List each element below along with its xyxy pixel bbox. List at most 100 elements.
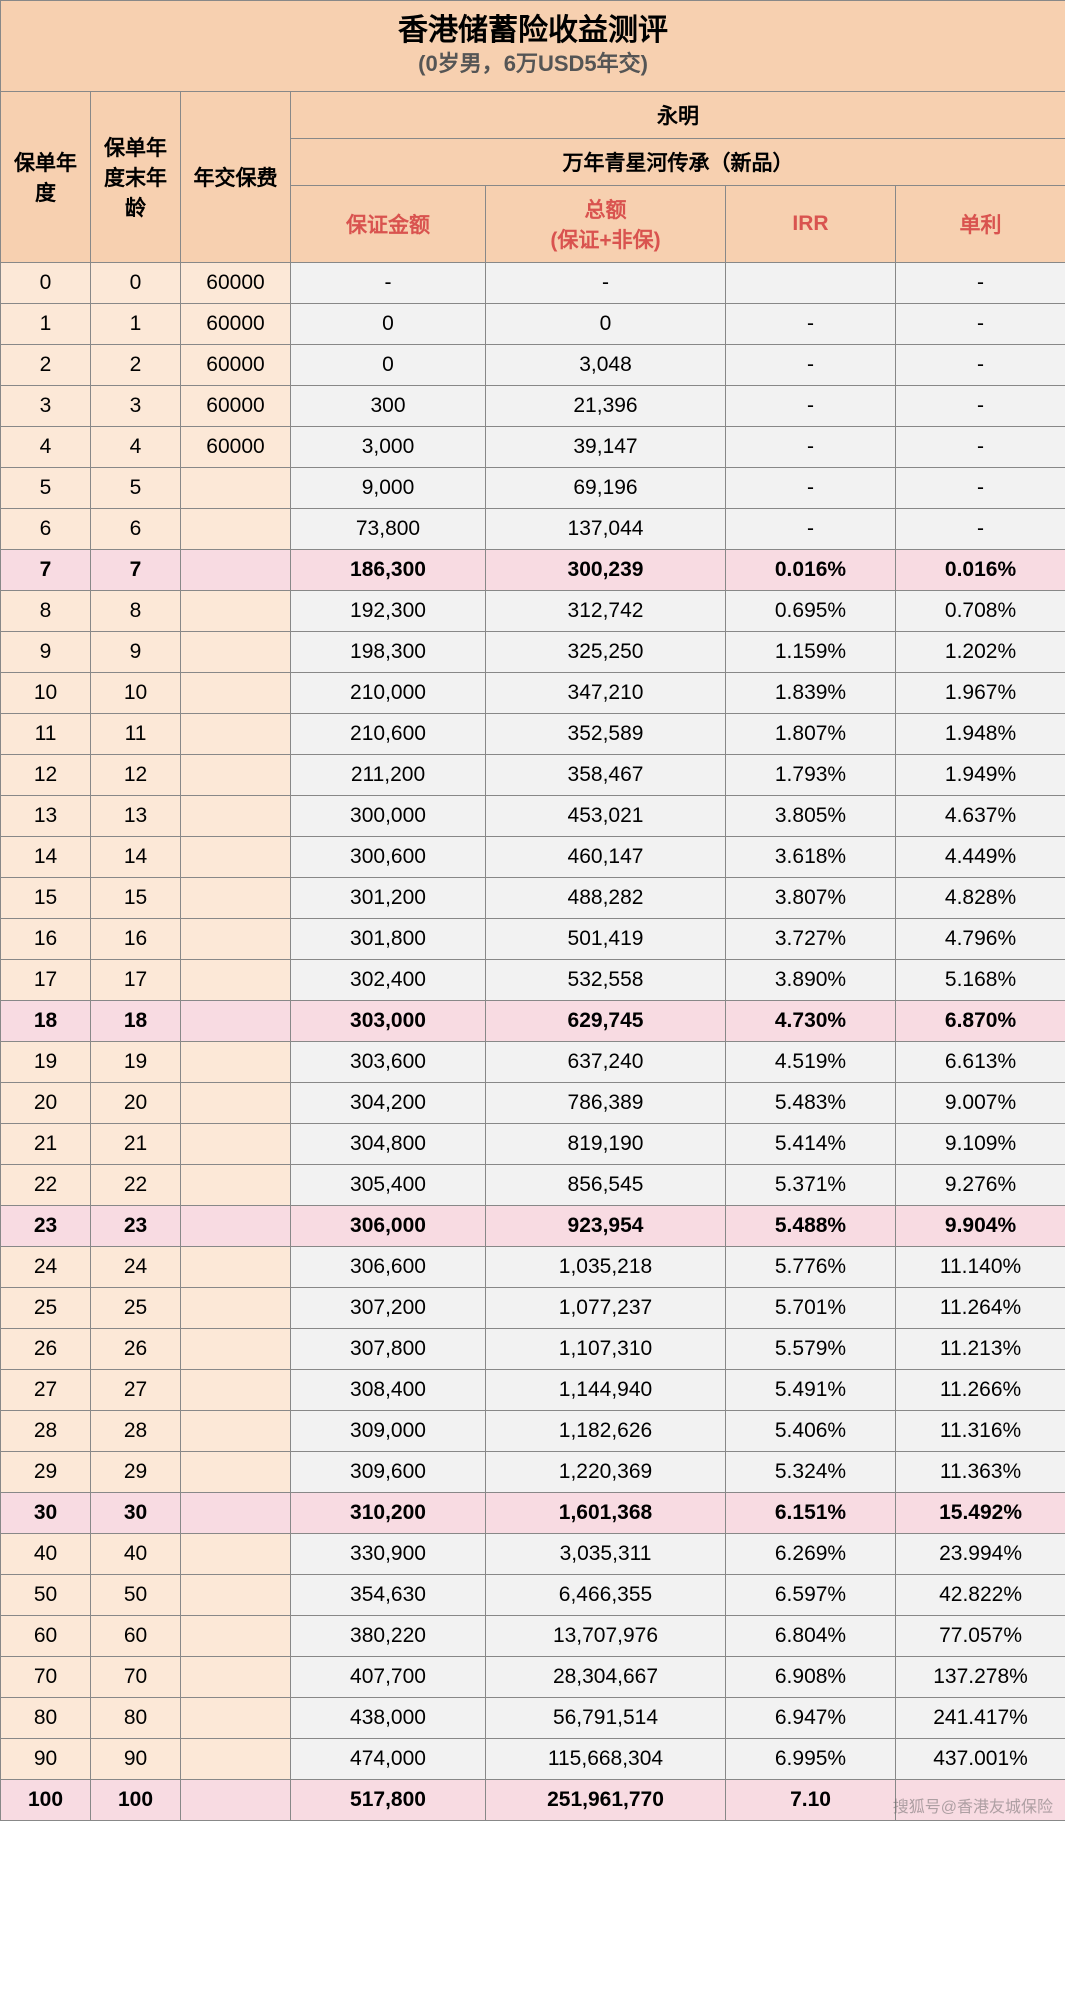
cell-age: 19 [91, 1041, 181, 1082]
cell-year: 19 [1, 1041, 91, 1082]
cell-irr: 6.269% [726, 1533, 896, 1574]
header-total-l1: 总额 [490, 194, 721, 224]
cell-simple: 241.417% [896, 1697, 1065, 1738]
cell-simple: 9.007% [896, 1082, 1065, 1123]
cell-simple: 9.904% [896, 1205, 1065, 1246]
cell-total: 21,396 [486, 385, 726, 426]
cell-premium [181, 1205, 291, 1246]
cell-premium [181, 1287, 291, 1328]
cell-total: 0 [486, 303, 726, 344]
cell-guaranteed: 309,000 [291, 1410, 486, 1451]
cell-irr [726, 262, 896, 303]
cell-guaranteed: 210,000 [291, 672, 486, 713]
cell-total: - [486, 262, 726, 303]
cell-irr: - [726, 344, 896, 385]
cell-age: 4 [91, 426, 181, 467]
cell-year: 80 [1, 1697, 91, 1738]
cell-year: 9 [1, 631, 91, 672]
cell-irr: 6.151% [726, 1492, 896, 1533]
cell-simple: - [896, 508, 1065, 549]
cell-premium [181, 836, 291, 877]
header-guaranteed: 保证金额 [291, 185, 486, 262]
cell-year: 13 [1, 795, 91, 836]
cell-simple: 42.822% [896, 1574, 1065, 1615]
cell-irr: 5.406% [726, 1410, 896, 1451]
cell-irr: 5.414% [726, 1123, 896, 1164]
cell-age: 40 [91, 1533, 181, 1574]
cell-guaranteed: 0 [291, 344, 486, 385]
cell-premium [181, 1615, 291, 1656]
table-row: 1111210,600352,5891.807%1.948% [1, 713, 1065, 754]
cell-premium [181, 918, 291, 959]
cell-age: 10 [91, 672, 181, 713]
cell-irr: 6.995% [726, 1738, 896, 1779]
cell-simple: - [896, 262, 1065, 303]
table-row: 1414300,600460,1473.618%4.449% [1, 836, 1065, 877]
cell-irr: 6.947% [726, 1697, 896, 1738]
cell-premium [181, 1041, 291, 1082]
cell-year: 2 [1, 344, 91, 385]
cell-guaranteed: 308,400 [291, 1369, 486, 1410]
table-row: 559,00069,196-- [1, 467, 1065, 508]
cell-age: 23 [91, 1205, 181, 1246]
table-row: 2929309,6001,220,3695.324%11.363% [1, 1451, 1065, 1492]
cell-premium [181, 1533, 291, 1574]
table-row: 1313300,000453,0213.805%4.637% [1, 795, 1065, 836]
table-row: 2626307,8001,107,3105.579%11.213% [1, 1328, 1065, 1369]
cell-premium [181, 631, 291, 672]
cell-irr: 5.371% [726, 1164, 896, 1205]
cell-guaranteed: 300,600 [291, 836, 486, 877]
cell-irr: 5.701% [726, 1287, 896, 1328]
cell-irr: 5.483% [726, 1082, 896, 1123]
table-row: 1212211,200358,4671.793%1.949% [1, 754, 1065, 795]
cell-premium [181, 959, 291, 1000]
cell-age: 50 [91, 1574, 181, 1615]
cell-age: 11 [91, 713, 181, 754]
cell-year: 5 [1, 467, 91, 508]
cell-simple: 4.828% [896, 877, 1065, 918]
cell-irr: 5.491% [726, 1369, 896, 1410]
cell-age: 14 [91, 836, 181, 877]
cell-premium: 60000 [181, 262, 291, 303]
cell-simple: 1.967% [896, 672, 1065, 713]
cell-guaranteed: 9,000 [291, 467, 486, 508]
cell-irr: 3.805% [726, 795, 896, 836]
cell-premium [181, 1656, 291, 1697]
cell-irr: 5.579% [726, 1328, 896, 1369]
cell-age: 21 [91, 1123, 181, 1164]
cell-irr: 0.016% [726, 549, 896, 590]
cell-irr: 5.776% [726, 1246, 896, 1287]
cell-year: 50 [1, 1574, 91, 1615]
table-row: 2323306,000923,9545.488%9.904% [1, 1205, 1065, 1246]
cell-premium [181, 1410, 291, 1451]
cell-simple: 4.637% [896, 795, 1065, 836]
cell-age: 26 [91, 1328, 181, 1369]
cell-simple: 1.202% [896, 631, 1065, 672]
cell-age: 9 [91, 631, 181, 672]
cell-total: 6,466,355 [486, 1574, 726, 1615]
cell-total: 56,791,514 [486, 1697, 726, 1738]
header-policy-year: 保单年度 [1, 91, 91, 262]
cell-year: 100 [1, 1779, 91, 1820]
cell-premium [181, 877, 291, 918]
cell-year: 20 [1, 1082, 91, 1123]
cell-total: 325,250 [486, 631, 726, 672]
cell-premium [181, 1369, 291, 1410]
cell-simple: 11.266% [896, 1369, 1065, 1410]
cell-total: 488,282 [486, 877, 726, 918]
cell-simple: - [896, 467, 1065, 508]
cell-total: 786,389 [486, 1082, 726, 1123]
cell-simple [896, 1779, 1065, 1820]
cell-guaranteed: 302,400 [291, 959, 486, 1000]
cell-premium [181, 713, 291, 754]
cell-premium [181, 1451, 291, 1492]
cell-simple: 77.057% [896, 1615, 1065, 1656]
cell-total: 923,954 [486, 1205, 726, 1246]
cell-premium [181, 1697, 291, 1738]
cell-year: 90 [1, 1738, 91, 1779]
cell-premium [181, 1164, 291, 1205]
cell-age: 15 [91, 877, 181, 918]
table-row: 1818303,000629,7454.730%6.870% [1, 1000, 1065, 1041]
cell-guaranteed: 303,600 [291, 1041, 486, 1082]
cell-simple: 23.994% [896, 1533, 1065, 1574]
